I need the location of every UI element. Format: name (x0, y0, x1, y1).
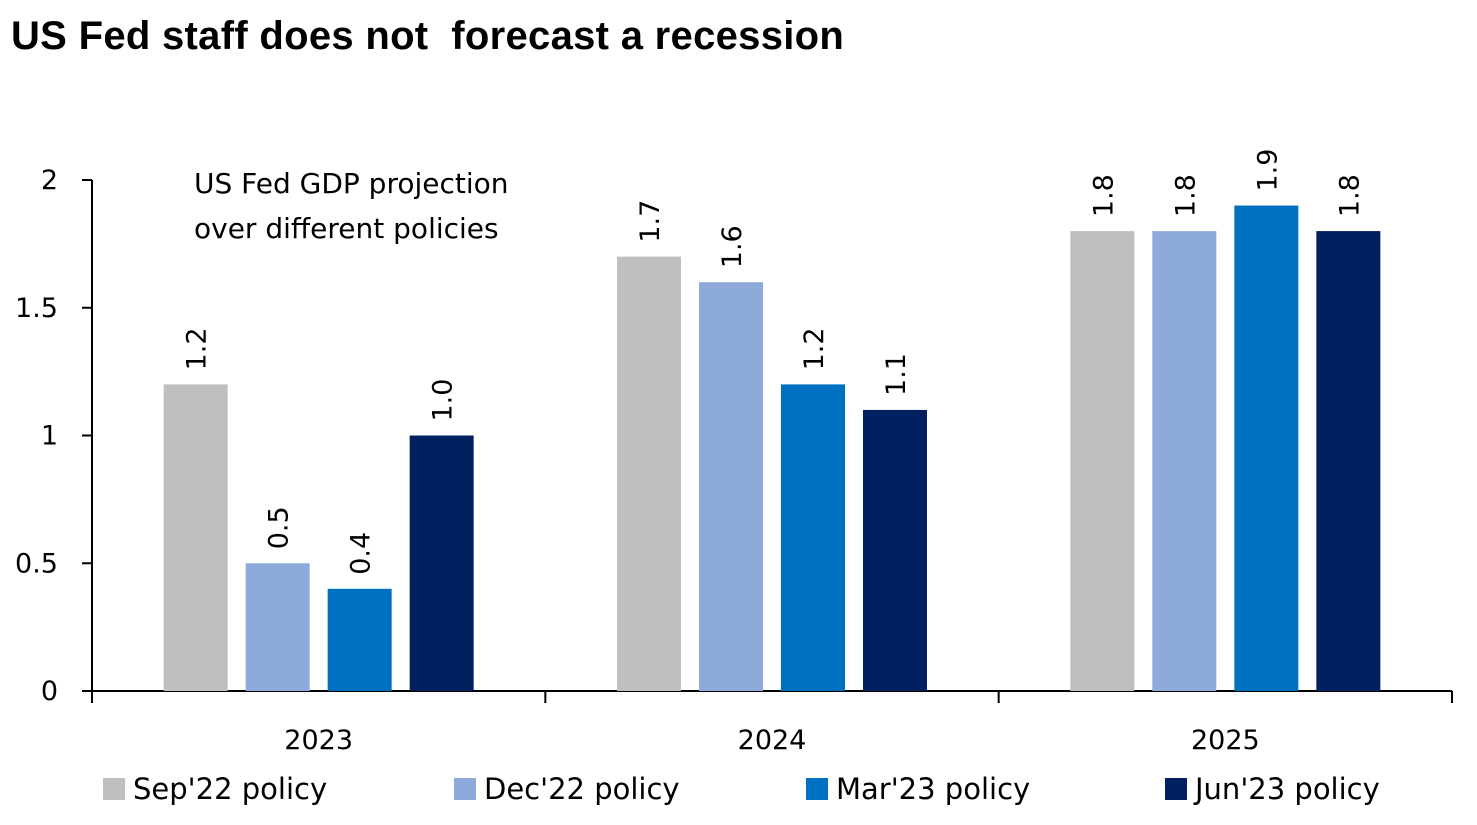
bar (245, 563, 310, 691)
data-label: 1.0 (428, 379, 459, 422)
bar (1070, 231, 1135, 691)
bar (327, 588, 392, 691)
legend-item: Dec'22 policy (454, 772, 680, 806)
x-category-label: 2024 (738, 725, 807, 756)
y-tick-label: 2 (41, 165, 58, 196)
data-label: 1.9 (1252, 149, 1283, 192)
y-tick-label: 1 (41, 421, 58, 452)
legend-label: Jun'23 policy (1195, 772, 1380, 806)
data-label: 1.2 (799, 327, 830, 370)
bar (863, 409, 927, 691)
bar (409, 435, 474, 691)
legend-item: Mar'23 policy (806, 772, 1030, 806)
legend-swatch (454, 778, 476, 800)
data-label: 0.5 (264, 506, 295, 549)
legend-label: Dec'22 policy (484, 772, 680, 806)
bar (1234, 205, 1299, 692)
legend-label: Sep'22 policy (133, 772, 328, 806)
bar-chart: 0 0.5 1 1.5 2 1.2 0.5 0.4 1.0 2023 1.7 1.6 1.2 1.1 202… (15, 149, 1453, 756)
chart-annotation: over different policies (194, 212, 499, 245)
legend-swatch (806, 778, 828, 800)
bar (1152, 231, 1217, 691)
bar (617, 256, 681, 691)
legend-item: Jun'23 policy (1165, 772, 1380, 806)
legend-item: Sep'22 policy (103, 772, 327, 806)
data-label: 1.8 (1170, 174, 1201, 217)
bar (163, 384, 228, 691)
data-label: 1.7 (635, 200, 666, 243)
x-category-label: 2023 (284, 725, 353, 756)
bar (781, 384, 845, 691)
data-label: 1.8 (1088, 174, 1119, 217)
data-label: 0.4 (346, 532, 377, 575)
chart-title: US Fed staff does not forecast a recessi… (11, 14, 845, 58)
bar (699, 282, 763, 691)
y-tick-label: 0 (41, 676, 58, 707)
data-label: 1.6 (717, 225, 748, 268)
legend-swatch (103, 778, 125, 800)
data-label: 1.8 (1334, 174, 1365, 217)
y-tick-label: 1.5 (15, 293, 58, 324)
y-tick-label: 0.5 (15, 548, 58, 579)
chart-annotation: US Fed GDP projection (194, 167, 509, 200)
bar (1316, 231, 1381, 691)
data-label: 1.2 (182, 327, 213, 370)
legend-swatch (1165, 778, 1187, 800)
x-category-label: 2025 (1191, 725, 1260, 756)
data-label: 1.1 (881, 353, 912, 396)
chart-legend: Sep'22 policy Dec'22 policy Mar'23 policy J… (0, 772, 1477, 812)
legend-label: Mar'23 policy (836, 772, 1031, 806)
